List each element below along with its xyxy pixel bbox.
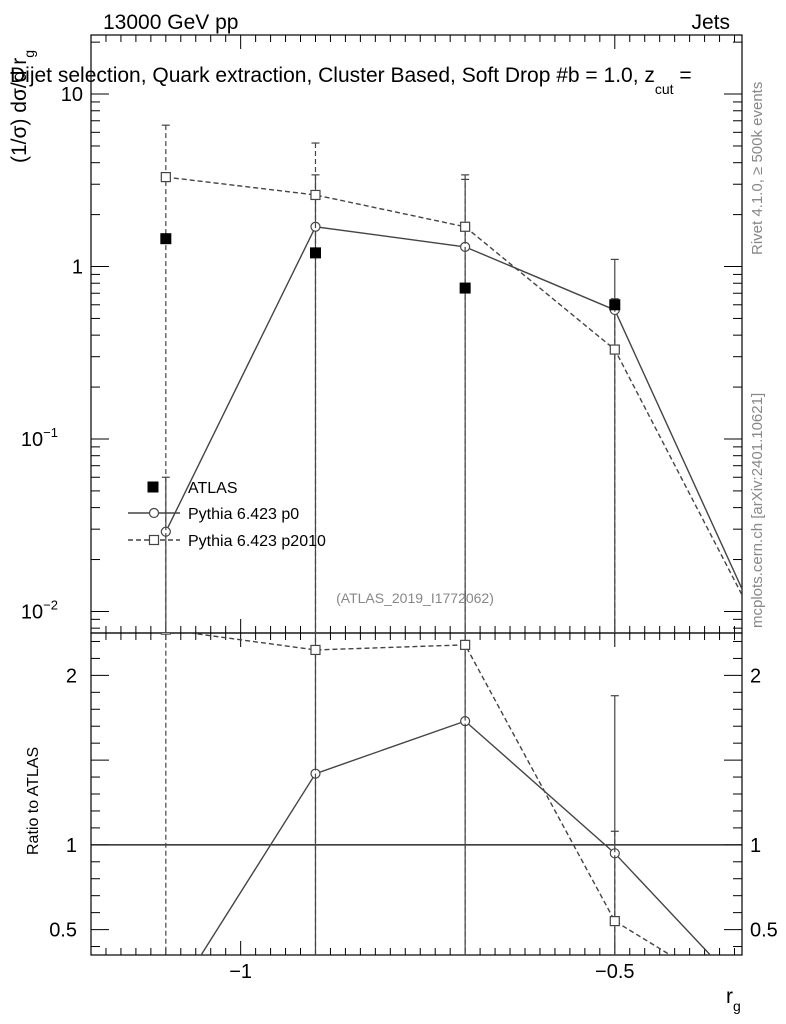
- y-tick-label: 10−2: [21, 597, 58, 623]
- data-point: [609, 299, 621, 311]
- series-line: [165, 176, 742, 597]
- y-tick-base: 10: [21, 601, 43, 623]
- main-plot-area: [160, 124, 770, 643]
- data-point: [160, 171, 171, 183]
- top-ylabel-sub: g: [21, 50, 37, 58]
- xlabel-main: r: [726, 985, 733, 1008]
- y-tick-label-right: 1: [750, 835, 761, 857]
- top-ylabel-main: (1/σ) dσ/d r: [8, 58, 31, 163]
- data-point: [760, 634, 769, 643]
- data-point: [760, 1008, 769, 1017]
- series-line: [185, 633, 672, 955]
- ratio-plot-area: [91, 633, 769, 1017]
- selection-main: Dijet selection, Quark extraction, Clust…: [10, 64, 655, 87]
- y-tick-label: 2: [66, 665, 77, 687]
- legend-entry: ATLAS: [188, 480, 238, 497]
- data-point: [460, 639, 471, 650]
- data-point: [609, 916, 620, 927]
- x-tick-label: −0.5: [595, 961, 634, 983]
- y-tick-label: 10: [61, 84, 83, 106]
- data-point: [310, 189, 321, 201]
- y-tick-label: 0.5: [49, 920, 77, 942]
- data-point: [460, 221, 471, 232]
- series-line: [200, 720, 712, 955]
- selection-label: Dijet selection, Quark extraction, Clust…: [10, 64, 692, 97]
- xlabel: rg: [726, 985, 741, 1014]
- y-tick-exponent: −1: [43, 425, 58, 440]
- data-point: [609, 344, 620, 355]
- y-tick-label: 1: [66, 835, 77, 857]
- data-point: [309, 247, 321, 259]
- process-label: Jets: [691, 11, 730, 34]
- top-ylabel: (1/σ) dσ/d rg: [8, 50, 37, 163]
- legend-entry: Pythia 6.423 p0: [188, 506, 299, 523]
- x-tick-label: −1: [229, 961, 252, 983]
- data-point: [161, 1006, 170, 1015]
- data-point: [160, 633, 171, 635]
- legend-marker: [147, 481, 159, 493]
- legend-marker: [148, 534, 160, 546]
- energy-label: 13000 GeV pp: [103, 11, 238, 34]
- legend-entry: Pythia 6.423 p2010: [188, 533, 326, 550]
- series-line: [165, 226, 742, 591]
- legend: ATLAS Pythia 6.423 p0 Pythia 6.423 p2010: [128, 480, 326, 550]
- analysis-id: (ATLAS_2019_I1772062): [336, 590, 494, 606]
- ratio-frame: [90, 632, 743, 956]
- y-tick-label: 10−1: [21, 425, 58, 451]
- side-mcplots-label: mcplots.cern.ch [arXiv:2401.10621]: [749, 393, 766, 628]
- data-point: [160, 233, 172, 245]
- y-tick-exponent: −2: [43, 597, 58, 612]
- selection-sub: cut: [655, 81, 674, 97]
- y-tick-label: 1: [72, 257, 83, 279]
- data-point: [760, 1008, 769, 1017]
- y-tick-label-right: 2: [750, 665, 761, 687]
- side-rivet-label: Rivet 4.1.0, ≥ 500k events: [749, 82, 766, 255]
- data-point: [760, 634, 769, 643]
- data-point: [459, 282, 471, 294]
- y-tick-base: 10: [21, 429, 43, 451]
- legend-marker: [148, 507, 160, 519]
- selection-tail: =: [674, 64, 692, 87]
- y-tick-label-right: 0.5: [750, 920, 778, 942]
- data-point: [759, 288, 770, 299]
- xlabel-sub: g: [733, 998, 741, 1014]
- bottom-ylabel: Ratio to ATLAS: [25, 747, 42, 855]
- ratio-axis-ticks: −1 −0.5 0.5 0.5 1 1 2 2: [49, 633, 778, 983]
- data-point: [310, 644, 321, 656]
